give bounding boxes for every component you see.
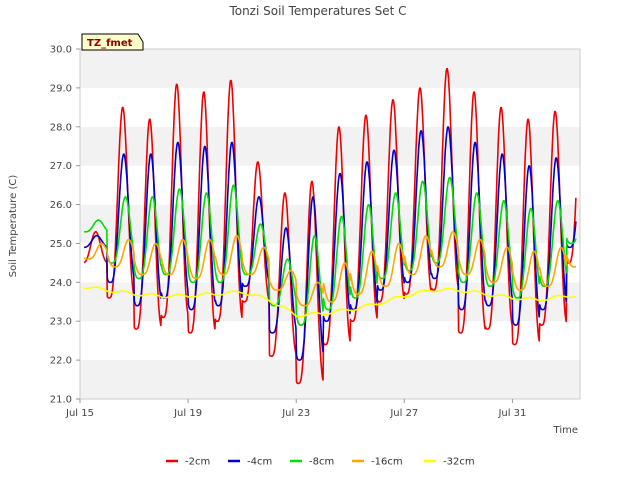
x-axis-title: Time bbox=[553, 425, 578, 436]
series-line bbox=[83, 231, 577, 307]
y-tick-label: 21.0 bbox=[50, 395, 72, 406]
legend: -2cm -4cm -8cm -16cm -32cm bbox=[166, 457, 475, 468]
grid-band bbox=[80, 49, 580, 88]
grid-band bbox=[80, 126, 580, 166]
y-tick-label: 28.0 bbox=[50, 122, 72, 133]
y-tick-label: 29.0 bbox=[50, 83, 72, 94]
x-tick-label: Jul 23 bbox=[281, 408, 310, 419]
x-axis-ticks: Jul 15 Jul 19 Jul 23 Jul 27 Jul 31 bbox=[65, 399, 526, 419]
y-tick-label: 25.0 bbox=[50, 239, 72, 250]
y-tick-label: 26.0 bbox=[50, 200, 72, 211]
badge-box bbox=[81, 33, 144, 51]
y-tick-label: 30.0 bbox=[50, 45, 72, 56]
y-axis-title: Soil Temperature (C) bbox=[8, 175, 19, 278]
y-tick-label: 24.0 bbox=[50, 278, 72, 289]
station-badge: TZ_fmet bbox=[81, 33, 144, 51]
legend-label: -32cm bbox=[443, 457, 475, 468]
legend-label: -4cm bbox=[247, 457, 272, 468]
legend-label: -16cm bbox=[371, 457, 403, 468]
legend-label: -8cm bbox=[309, 457, 334, 468]
x-tick-label: Jul 15 bbox=[65, 408, 94, 419]
grid-band bbox=[80, 87, 580, 127]
x-tick-label: Jul 27 bbox=[389, 408, 418, 419]
y-axis-ticks: 21.0 22.0 23.0 24.0 25.0 26.0 27.0 28.0 29.0 30.0 bbox=[50, 45, 80, 406]
series-line bbox=[83, 176, 577, 326]
series-lines bbox=[83, 68, 577, 385]
y-tick-label: 27.0 bbox=[50, 161, 72, 172]
plot-frame bbox=[79, 48, 581, 400]
y-tick-label: 23.0 bbox=[50, 317, 72, 328]
legend-label: -2cm bbox=[185, 457, 210, 468]
series-line bbox=[83, 286, 577, 318]
chart-title: Tonzi Soil Temperatures Set C bbox=[228, 4, 406, 18]
badge-label: TZ_fmet bbox=[87, 38, 133, 49]
series-line bbox=[83, 68, 577, 385]
x-tick-label: Jul 19 bbox=[173, 408, 202, 419]
grid-band bbox=[80, 360, 580, 399]
x-tick-label: Jul 31 bbox=[497, 408, 526, 419]
y-tick-label: 22.0 bbox=[50, 356, 72, 367]
